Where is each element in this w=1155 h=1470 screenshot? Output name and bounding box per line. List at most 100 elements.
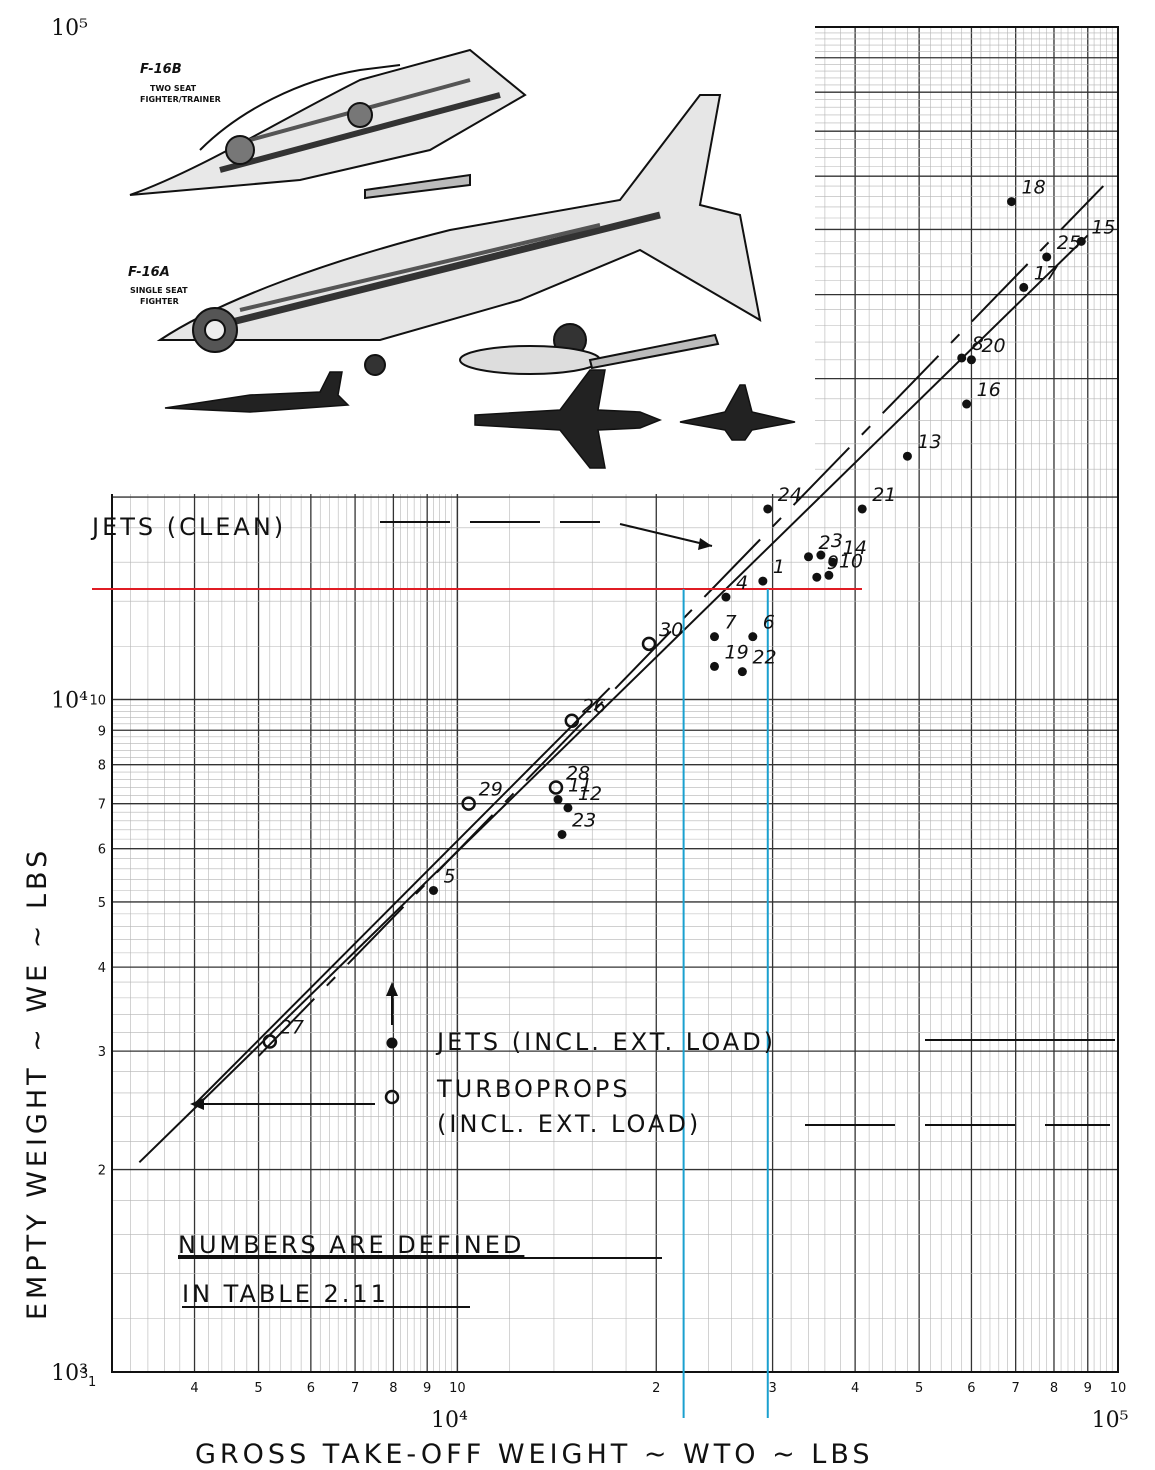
y-tick-label: 9 xyxy=(98,724,106,739)
y-tick-label: 3 xyxy=(98,1045,106,1060)
data-point-turboprop xyxy=(262,1034,278,1049)
data-point-jet xyxy=(857,504,867,514)
data-point-jet xyxy=(737,667,747,677)
data-point-jet xyxy=(812,572,822,582)
data-point-jet xyxy=(1019,282,1029,292)
trend-line xyxy=(257,185,1105,1057)
f16-illustration-inset: F-16B TWO SEAT FIGHTER/TRAINER F-16A SIN… xyxy=(93,24,815,494)
x-tick-label: 10 xyxy=(1110,1381,1127,1396)
data-point-label: 30 xyxy=(659,619,683,641)
data-point-label: 16 xyxy=(977,379,1001,401)
data-point-jet xyxy=(748,632,758,642)
data-point-jet xyxy=(816,550,826,560)
data-point-turboprop xyxy=(564,713,580,728)
inset-subtitle-f16a-2: FIGHTER xyxy=(140,297,179,306)
reference-lines xyxy=(92,587,862,1418)
x-decade-label: 10⁵ xyxy=(1092,1408,1129,1433)
data-point-label: 6 xyxy=(763,612,775,634)
data-point-label: 29 xyxy=(479,779,503,801)
x-axis-label: GROSS TAKE-OFF WEIGHT ~ WTO ~ LBS xyxy=(195,1439,874,1470)
data-point-label: 22 xyxy=(752,647,776,669)
data-points: 1234567891011121314151617181920212223242… xyxy=(262,177,1116,1049)
data-point-label: 7 xyxy=(724,612,736,634)
data-point-label: 17 xyxy=(1034,262,1058,284)
x-tick-label: 2 xyxy=(652,1381,660,1396)
annotation-jets-clean-arrowhead xyxy=(698,538,712,550)
y-axis-label: EMPTY WEIGHT ~ WE ~ LBS xyxy=(22,847,53,1320)
data-point-jet xyxy=(957,353,967,363)
data-point-turboprop xyxy=(548,780,564,795)
y-tick-label: 7 xyxy=(98,798,106,813)
data-point-jet xyxy=(824,570,834,580)
data-point-label: 14 xyxy=(843,537,867,559)
f16b-cutaway-drawing xyxy=(129,48,527,196)
legend-turboprops-label-2: (INCL. EXT. LOAD) xyxy=(437,1110,701,1138)
y-tick-label: 6 xyxy=(98,843,106,858)
annotation-jets-clean-arrow xyxy=(619,523,713,547)
data-point-label: 1 xyxy=(773,556,785,578)
inset-subtitle-f16b-1: TWO SEAT xyxy=(150,84,197,93)
data-point-label: 5 xyxy=(443,865,455,887)
corner-label-1: 1 xyxy=(88,1375,96,1390)
data-point-jet xyxy=(962,399,972,409)
data-point-jet xyxy=(1076,236,1086,246)
trend-lines xyxy=(138,185,1105,1164)
f16-side-view-drawing xyxy=(164,371,350,413)
x-tick-label: 3 xyxy=(768,1381,776,1396)
data-point-jet xyxy=(828,557,838,567)
data-point-label: 20 xyxy=(981,335,1005,357)
x-tick-label: 5 xyxy=(254,1381,262,1396)
data-point-turboprop xyxy=(461,796,476,811)
x-tick-label: 8 xyxy=(1050,1381,1058,1396)
note-line-2: IN TABLE 2.11 xyxy=(182,1280,389,1308)
x-decade-label: 10⁴ xyxy=(431,1408,468,1433)
x-tick-label: 9 xyxy=(1084,1381,1092,1396)
y-tick-label: 10 xyxy=(89,694,106,709)
data-point-jet xyxy=(553,795,563,805)
data-point-label: 12 xyxy=(578,783,602,805)
annotation-jets-clean: JETS (CLEAN) xyxy=(90,513,286,541)
f16a-cutaway-drawing xyxy=(156,94,762,376)
inset-subtitle-f16b-2: FIGHTER/TRAINER xyxy=(140,95,221,104)
data-point-label: 23 xyxy=(572,809,596,831)
data-point-turboprop xyxy=(641,636,657,652)
data-point-jet xyxy=(803,552,813,562)
y-tick-label: 5 xyxy=(98,896,106,911)
x-tick-label: 8 xyxy=(389,1381,397,1396)
data-point-jet xyxy=(563,803,573,813)
data-point-label: 27 xyxy=(280,1017,304,1039)
data-point-label: 25 xyxy=(1057,232,1081,254)
data-point-jet xyxy=(428,885,438,895)
y-tick-label: 4 xyxy=(98,961,106,976)
x-tick-label: 5 xyxy=(915,1381,923,1396)
x-tick-label: 4 xyxy=(851,1381,859,1396)
data-point-jet xyxy=(557,829,567,839)
data-point-label: 28 xyxy=(566,762,590,784)
legend-jets-arrowhead xyxy=(386,982,398,996)
data-point-jet xyxy=(758,576,768,586)
trend-line xyxy=(138,234,1089,1164)
y-tick-label: 8 xyxy=(98,759,106,774)
corner-label-3: 3 xyxy=(80,1367,88,1382)
trend-line xyxy=(193,687,611,1106)
inset-title-f16a: F-16A xyxy=(128,265,170,280)
x-tick-label: 10 xyxy=(449,1381,466,1396)
data-point-label: 19 xyxy=(724,641,748,663)
f16-plan-view-drawing xyxy=(474,369,663,469)
y-decade-label: 10⁴ xyxy=(51,689,88,714)
data-point-label: 15 xyxy=(1091,216,1115,238)
inset-subtitle-f16a-1: SINGLE SEAT xyxy=(130,286,188,295)
data-point-label: 8 xyxy=(972,333,984,355)
f16-front-view-drawing xyxy=(679,384,796,441)
data-point-label: 26 xyxy=(582,696,606,718)
data-point-jet xyxy=(902,451,912,461)
data-point-label: 24 xyxy=(778,484,802,506)
data-point-label: 18 xyxy=(1022,177,1046,199)
x-tick-label: 7 xyxy=(1012,1381,1020,1396)
x-tick-label: 6 xyxy=(307,1381,315,1396)
data-point-jet xyxy=(1042,252,1052,262)
legend-jets-marker xyxy=(386,1037,398,1049)
data-point-label: 13 xyxy=(917,431,941,453)
